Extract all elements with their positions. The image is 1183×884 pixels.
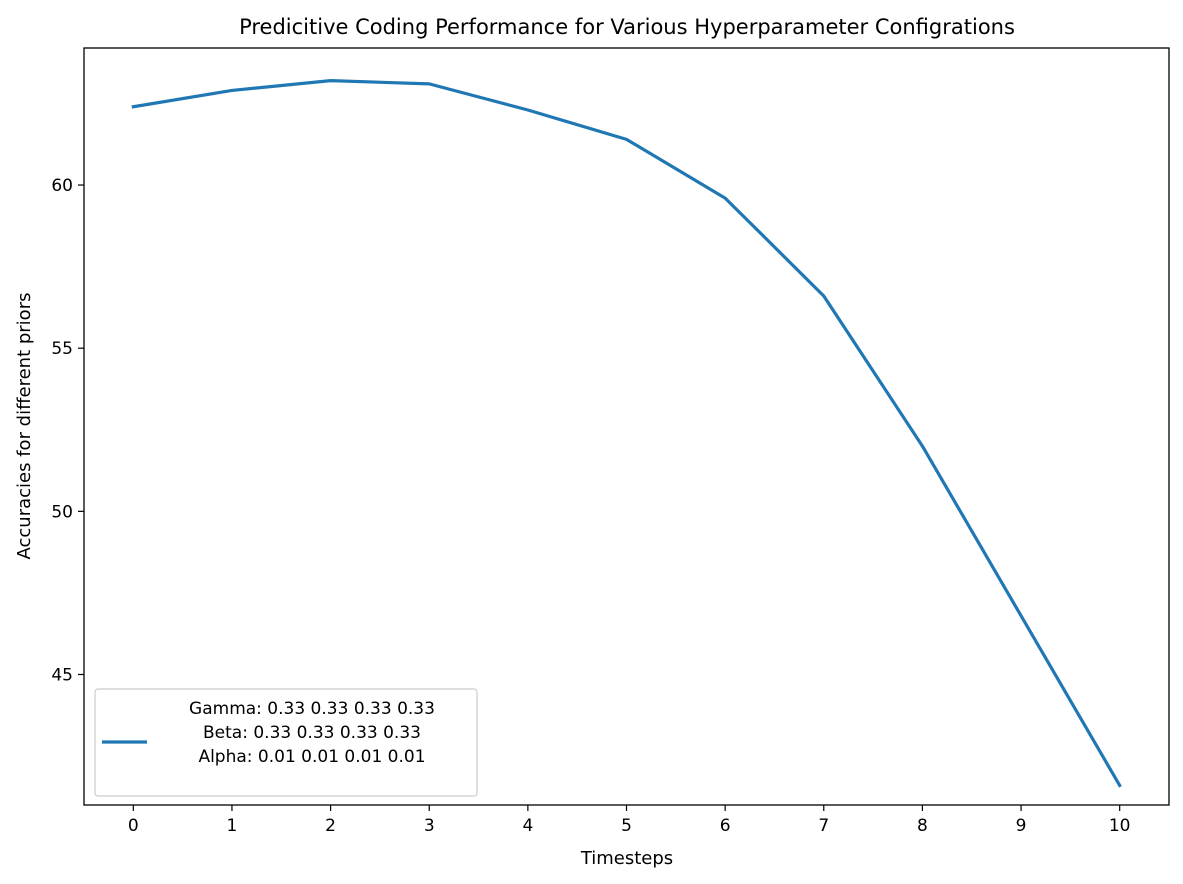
- x-tick-label: 6: [720, 816, 731, 836]
- y-tick-label: 45: [51, 665, 73, 685]
- x-tick-label: 9: [1016, 816, 1027, 836]
- x-tick-label: 10: [1109, 816, 1131, 836]
- legend-label-line: Alpha: 0.01 0.01 0.01 0.01: [198, 747, 425, 767]
- x-tick-label: 4: [522, 816, 533, 836]
- x-tick-label: 2: [325, 816, 336, 836]
- x-tick-label: 0: [128, 816, 139, 836]
- chart-title: Predicitive Coding Performance for Vario…: [239, 15, 1015, 39]
- legend-label-line: Beta: 0.33 0.33 0.33 0.33: [203, 723, 421, 743]
- x-tick-label: 7: [818, 816, 829, 836]
- x-tick-label: 1: [227, 816, 238, 836]
- y-axis-label: Accuracies for different priors: [14, 293, 35, 560]
- series-line-0: [131, 79, 1122, 788]
- x-tick-label: 3: [424, 816, 435, 836]
- y-tick-label: 60: [51, 176, 73, 196]
- legend-label-line: Gamma: 0.33 0.33 0.33 0.33: [189, 699, 435, 719]
- y-tick-label: 55: [51, 339, 73, 359]
- x-axis-label: Timesteps: [580, 848, 673, 869]
- legend-box: [94, 688, 478, 797]
- x-tick-label: 8: [917, 816, 928, 836]
- y-tick-label: 50: [51, 502, 73, 522]
- x-tick-label: 5: [621, 816, 632, 836]
- legend-label: Gamma: 0.33 0.33 0.33 0.33 Beta: 0.33 0.3…: [189, 699, 435, 767]
